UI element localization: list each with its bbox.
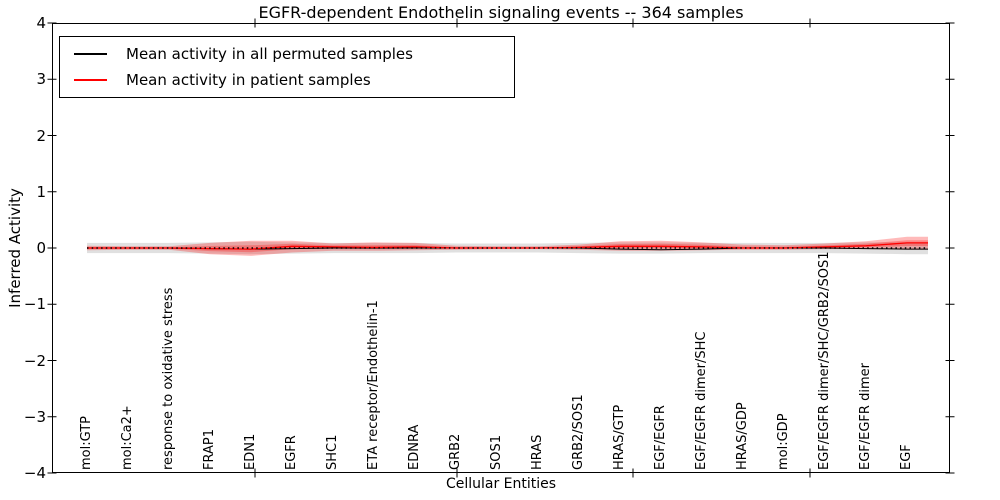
y-tick-label: −4 (23, 464, 46, 482)
x-tick-label: EGFR (284, 435, 299, 470)
chart-title: EGFR-dependent Endothelin signaling even… (258, 3, 744, 22)
legend-label-patient: Mean activity in patient samples (126, 71, 371, 89)
x-tick-label: HRAS/GTP (612, 404, 627, 470)
x-tick-label: EGF/EGFR dimer (858, 363, 873, 470)
x-tick-label: EGF/EGFR (653, 405, 668, 470)
x-tick-label: mol:GTP (79, 416, 94, 470)
x-tick-label: SHC1 (325, 434, 340, 470)
x-tick-label: response to oxidative stress (161, 287, 176, 470)
x-tick-label: GRB2/SOS1 (571, 394, 586, 470)
x-tick-label: ETA receptor/Endothelin-1 (366, 300, 381, 470)
legend: Mean activity in all permuted samples Me… (59, 36, 515, 98)
x-tick-label: HRAS (530, 434, 545, 470)
x-axis-label: Cellular Entities (445, 476, 557, 492)
patient-std-band-outer (87, 236, 928, 256)
legend-item-patient: Mean activity in patient samples (74, 71, 514, 89)
x-tick-label: mol:GDP (776, 413, 791, 470)
legend-label-permuted: Mean activity in all permuted samples (126, 45, 413, 63)
x-tick-label: EDN1 (243, 433, 258, 470)
y-tick-label: 0 (36, 239, 46, 257)
x-tick-label: GRB2 (448, 433, 463, 470)
y-tick-label: 3 (36, 70, 46, 89)
legend-item-permuted: Mean activity in all permuted samples (74, 45, 514, 63)
patient-mean-line (87, 242, 928, 250)
x-tick-label: HRAS/GDP (735, 402, 750, 470)
legend-line-patient-icon (74, 79, 107, 81)
x-tick-label: EGF/EGFR dimer/SHC/GRB2/SOS1 (817, 251, 832, 471)
y-tick-label: 1 (36, 182, 46, 201)
x-tick-label: FRAP1 (202, 429, 217, 470)
x-tick-label: SOS1 (489, 434, 504, 470)
x-tick-label: EGF/EGFR dimer/SHC (694, 331, 709, 470)
y-tick-label: −2 (23, 351, 46, 370)
x-tick-label: EGF (899, 444, 914, 470)
y-tick-label: −1 (23, 295, 46, 314)
patient-std-band-inner (87, 240, 928, 253)
y-tick-label: 2 (36, 126, 46, 145)
x-tick-label: mol:Ca2+ (120, 405, 135, 470)
y-tick-label: 4 (36, 14, 46, 32)
chart-canvas (47, 18, 955, 478)
legend-line-permuted-icon (74, 53, 107, 55)
y-tick-label: −3 (23, 407, 46, 426)
x-tick-label: EDNRA (407, 424, 422, 470)
